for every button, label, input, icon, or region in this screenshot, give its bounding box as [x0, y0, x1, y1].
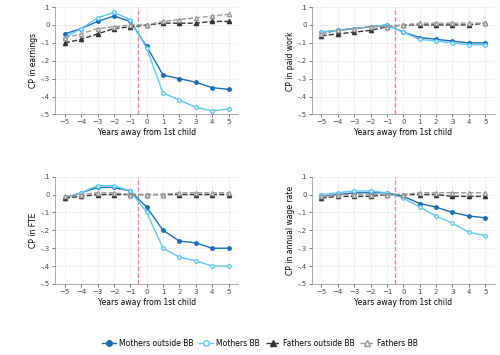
- X-axis label: Years away from 1st child: Years away from 1st child: [98, 297, 196, 307]
- X-axis label: Years away from 1st child: Years away from 1st child: [354, 297, 452, 307]
- Y-axis label: CP in annual wage rate: CP in annual wage rate: [286, 186, 295, 275]
- Y-axis label: CP in paid work: CP in paid work: [286, 31, 295, 91]
- Y-axis label: CP in earnings: CP in earnings: [29, 33, 38, 88]
- X-axis label: Years away from 1st child: Years away from 1st child: [354, 128, 452, 137]
- Legend: Mothers outside BB, Mothers BB, Fathers outside BB, Fathers BB: Mothers outside BB, Mothers BB, Fathers …: [99, 336, 421, 351]
- X-axis label: Years away from 1st child: Years away from 1st child: [98, 128, 196, 137]
- Y-axis label: CP in FTE: CP in FTE: [29, 213, 38, 248]
